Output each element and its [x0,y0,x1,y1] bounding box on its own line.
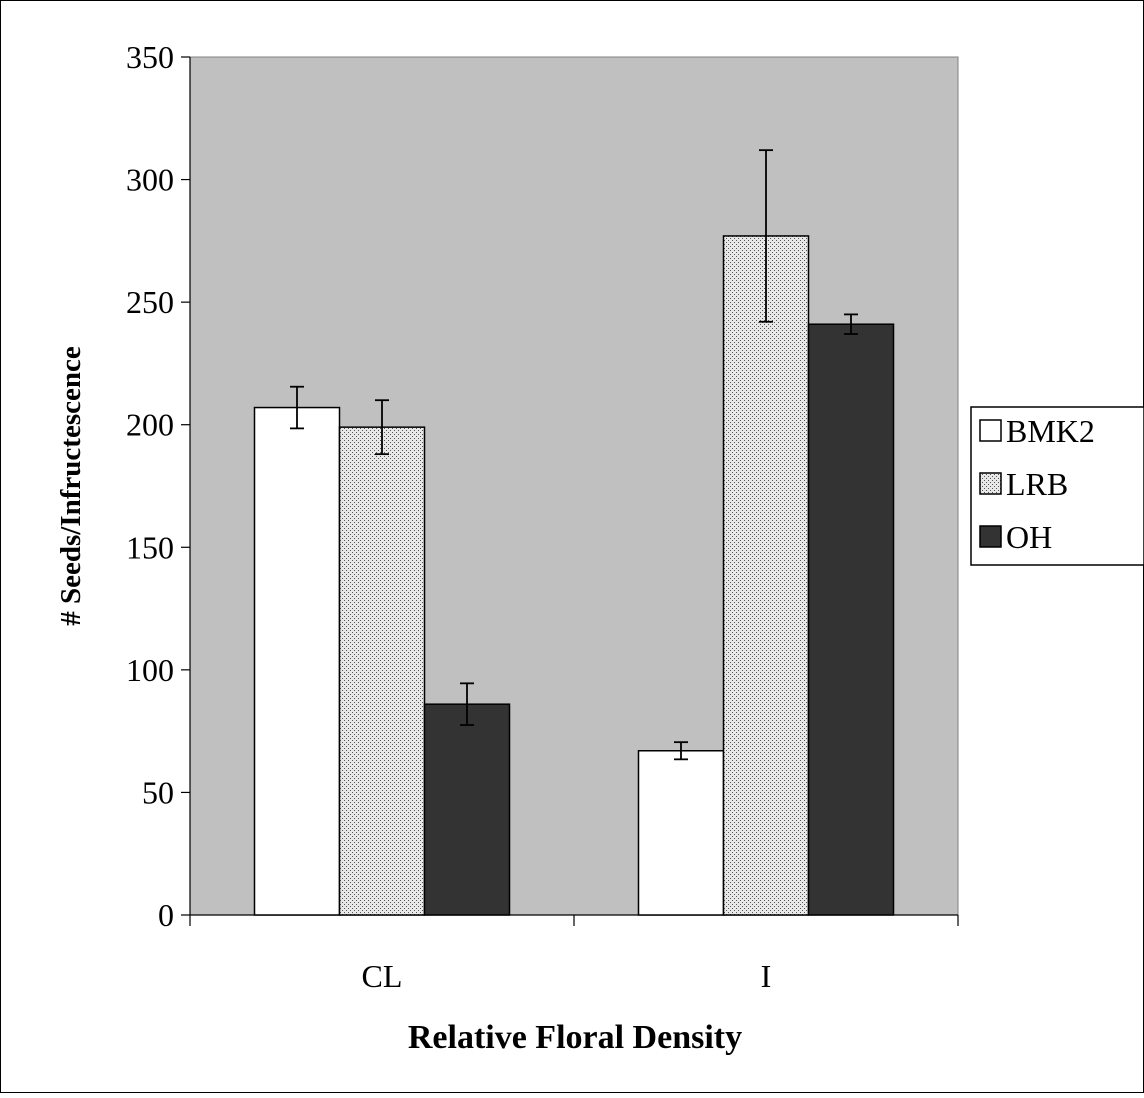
y-tick-label: 100 [126,652,174,688]
y-axis-title: # Seeds/Infructescence [55,346,87,626]
legend-swatch-oh [979,525,1002,548]
y-tick-label: 200 [126,407,174,443]
error-bar-oh-i [844,313,858,335]
error-bar-bmk2-cl [290,385,304,430]
y-tick-label: 0 [158,897,174,933]
error-bar-bmk2-i [674,741,688,761]
bar-oh-cl [423,703,511,916]
y-tick-label: 150 [126,529,174,565]
legend-label-bmk2: BMK2 [1006,413,1095,449]
error-bar-lrb-cl [375,399,389,456]
legend-label-lrb: LRB [1006,466,1068,502]
y-axis: 0 50 100 150 200 250 300 350 [126,39,191,933]
bar-bmk2-i [637,750,725,916]
bar-lrb-i [722,235,810,916]
x-tick-label: I [761,958,772,994]
legend-swatch-lrb [979,472,1002,495]
bar-oh-i [807,323,895,916]
x-axis-title: Relative Floral Density [408,1019,742,1056]
bar-lrb-cl [338,426,426,916]
x-tick-label: CL [362,958,403,994]
y-tick-label: 350 [126,39,174,75]
legend-swatch-bmk2 [979,419,1002,442]
bar-bmk2-cl [253,406,341,916]
y-tick-label: 250 [126,284,174,320]
y-tick-label: 50 [142,774,174,810]
bars-group [253,235,895,916]
error-bars-group [290,149,858,761]
error-bar-oh-cl [460,682,474,726]
error-bar-lrb-i [759,149,773,323]
y-tick-label: 300 [126,162,174,198]
legend-label-oh: OH [1006,519,1052,555]
legend: BMK2 LRB OH [970,406,1144,566]
